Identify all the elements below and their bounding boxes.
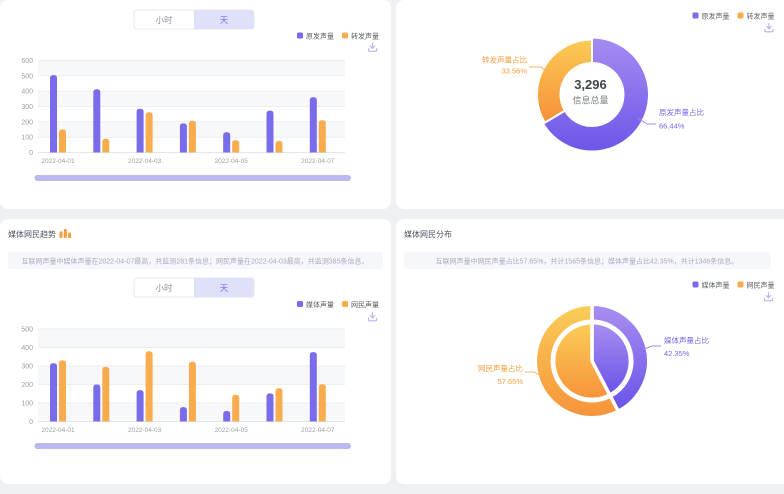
svg-text:信息总量: 信息总量 — [572, 95, 608, 106]
svg-text:转发声量: 转发声量 — [351, 32, 379, 41]
svg-text:500: 500 — [21, 73, 33, 80]
svg-text:2022-04-07: 2022-04-07 — [301, 427, 335, 434]
svg-text:57.65%: 57.65% — [498, 377, 524, 386]
svg-text:天: 天 — [220, 15, 229, 25]
svg-text:66.44%: 66.44% — [659, 122, 685, 131]
svg-text:33.56%: 33.56% — [502, 67, 528, 76]
svg-text:100: 100 — [21, 135, 33, 142]
svg-text:200: 200 — [21, 119, 33, 126]
svg-text:400: 400 — [21, 345, 33, 352]
svg-text:小时: 小时 — [155, 283, 173, 293]
svg-text:媒体网民趋势: 媒体网民趋势 — [8, 229, 56, 239]
svg-text:300: 300 — [21, 364, 33, 371]
svg-text:转发声量: 转发声量 — [747, 12, 775, 21]
svg-text:媒体声量: 媒体声量 — [306, 300, 334, 309]
svg-text:天: 天 — [220, 283, 229, 293]
svg-text:媒体网民分布: 媒体网民分布 — [404, 229, 452, 239]
svg-text:42.35%: 42.35% — [664, 349, 690, 358]
svg-text:100: 100 — [21, 401, 33, 408]
svg-text:200: 200 — [21, 382, 33, 389]
svg-text:原发声量占比: 原发声量占比 — [659, 107, 704, 117]
svg-text:媒体声量: 媒体声量 — [702, 281, 730, 290]
svg-text:2022-04-05: 2022-04-05 — [215, 158, 249, 165]
svg-text:600: 600 — [21, 58, 33, 65]
svg-text:媒体声量占比: 媒体声量占比 — [664, 335, 709, 345]
svg-text:转发声量占比: 转发声量占比 — [482, 55, 527, 65]
svg-text:3,296: 3,296 — [574, 77, 607, 92]
svg-text:原发声量: 原发声量 — [306, 32, 334, 41]
svg-text:300: 300 — [21, 104, 33, 111]
svg-text:2022-04-07: 2022-04-07 — [301, 158, 335, 165]
svg-text:500: 500 — [21, 327, 33, 334]
svg-text:2022-04-05: 2022-04-05 — [215, 427, 249, 434]
svg-text:2022-04-03: 2022-04-03 — [128, 427, 162, 434]
svg-text:网民声量: 网民声量 — [747, 281, 775, 290]
svg-text:互联网声量中媒体声量在2022-04-07最高，共监测281: 互联网声量中媒体声量在2022-04-07最高，共监测281条信息；网民声量在2… — [22, 257, 369, 266]
svg-text:2022-04-01: 2022-04-01 — [41, 427, 75, 434]
svg-text:2022-04-03: 2022-04-03 — [128, 158, 162, 165]
svg-text:2022-04-01: 2022-04-01 — [41, 158, 75, 165]
svg-text:网民声量: 网民声量 — [351, 300, 379, 309]
svg-text:原发声量: 原发声量 — [702, 12, 730, 21]
svg-text:网民声量占比: 网民声量占比 — [478, 363, 523, 373]
svg-text:小时: 小时 — [155, 15, 173, 25]
svg-text:0: 0 — [29, 419, 33, 426]
svg-text:400: 400 — [21, 89, 33, 96]
svg-text:0: 0 — [29, 150, 33, 157]
svg-text:互联网声量中网民声量占比57.65%，共计1565条信息；媒: 互联网声量中网民声量占比57.65%，共计1565条信息；媒体声量占比42.35… — [436, 257, 739, 266]
